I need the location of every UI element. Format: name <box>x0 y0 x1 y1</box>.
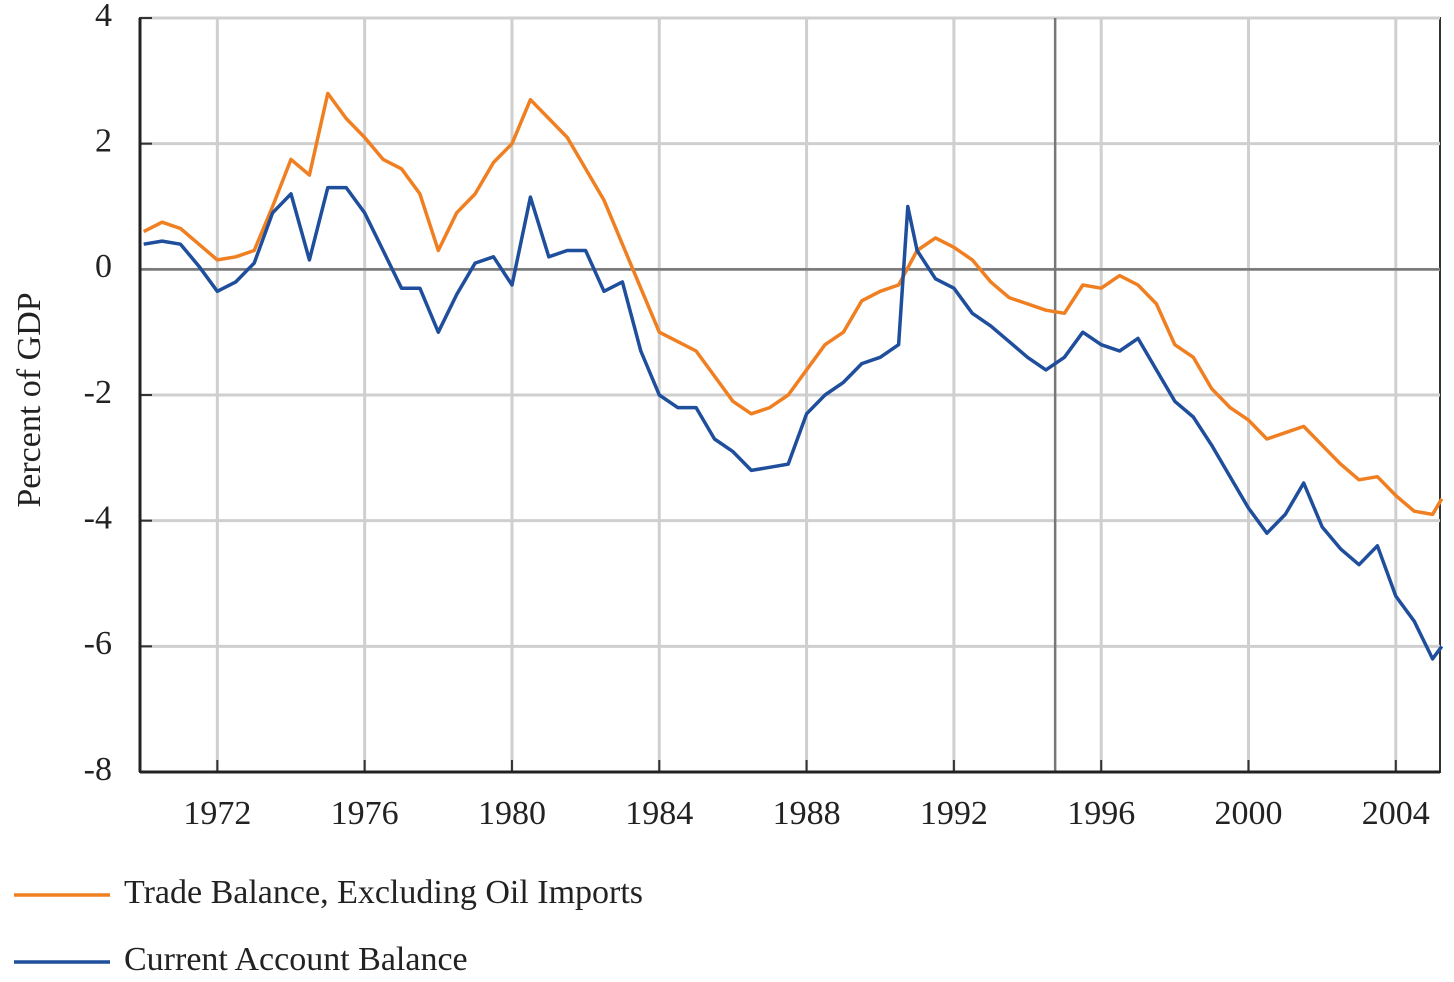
series-line <box>142 91 1444 517</box>
y-tick-label: 4 <box>95 0 112 34</box>
y-tick-label: 2 <box>95 122 112 159</box>
y-tick-label: 0 <box>95 248 112 285</box>
x-tick-label: 1980 <box>478 795 546 832</box>
x-tick-label: 1996 <box>1067 795 1135 832</box>
y-tick-label: -6 <box>84 625 112 662</box>
x-tick-label: 1988 <box>773 795 841 832</box>
x-tick-label: 2004 <box>1362 795 1430 832</box>
x-tick-label: 1992 <box>920 795 988 832</box>
legend-label: Current Account Balance <box>124 941 468 978</box>
y-tick-label: -4 <box>84 499 112 536</box>
x-tick-label: 2000 <box>1214 795 1282 832</box>
x-tick-label: 1984 <box>625 795 693 832</box>
y-tick-label: -2 <box>84 374 112 411</box>
series-line <box>143 185 1444 661</box>
legend-label: Trade Balance, Excluding Oil Imports <box>124 874 643 911</box>
x-tick-label: 1976 <box>331 795 399 832</box>
y-tick-label: -8 <box>84 751 112 788</box>
y-axis-label: Percent of GDP <box>11 292 48 507</box>
x-tick-label: 1972 <box>183 795 251 832</box>
